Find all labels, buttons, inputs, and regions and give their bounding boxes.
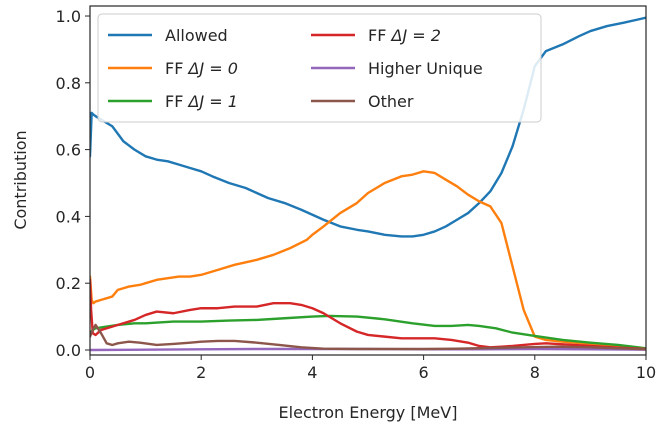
y-tick-label: 0.4: [56, 207, 81, 226]
legend-label-ff-j-2: FF ΔJ = 2: [368, 26, 441, 45]
y-axis-title: Contribution: [11, 130, 30, 229]
y-tick-label: 0.2: [56, 274, 81, 293]
series-line-other-5: [90, 323, 646, 351]
series-line-ff-j-1-2: [90, 314, 646, 350]
legend-label-ff-j-0: FF ΔJ = 0: [165, 59, 238, 78]
legend-label-ff-j-1: FF ΔJ = 1: [165, 92, 238, 111]
y-tick-label: 1.0: [56, 7, 81, 26]
y-tick-label: 0.8: [56, 74, 81, 93]
series-line-ff-j-2-3: [90, 278, 646, 351]
y-tick-label: 0.6: [56, 141, 81, 160]
legend: Allowed FF ΔJ = 0 FF ΔJ = 1 FF ΔJ = 2 Higher…: [97, 13, 542, 123]
plot-frame: [89, 5, 647, 356]
y-tick-label: 0.0: [56, 341, 81, 360]
y-axis-ticks: 0.0 0.2 0.4 0.6 0.8 1.0: [56, 7, 90, 360]
x-tick-label: 0: [85, 363, 95, 382]
x-tick-label: 2: [196, 363, 206, 382]
legend-label-allowed: Allowed: [165, 26, 228, 45]
x-tick-label: 8: [530, 363, 540, 382]
series-line-ff-j-0-1: [90, 170, 646, 351]
x-axis-title: Electron Energy [MeV]: [279, 403, 458, 422]
x-tick-label: 10: [636, 363, 656, 382]
x-tick-label: 6: [419, 363, 429, 382]
legend-label-other: Other: [368, 92, 414, 111]
x-axis-ticks: 0 2 4 6 8 10: [85, 355, 656, 382]
legend-label-higher-unique: Higher Unique: [368, 59, 483, 78]
x-tick-label: 4: [307, 363, 317, 382]
